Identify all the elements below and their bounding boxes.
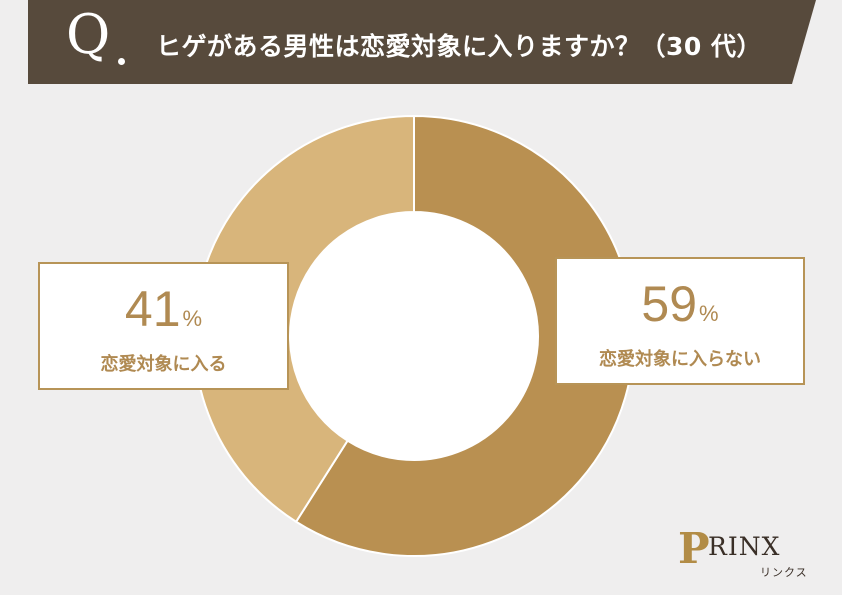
value-label-not-included: 59%	[557, 279, 803, 329]
q-letter: Q	[66, 3, 111, 66]
rinx-logo: P RINX リンクス	[678, 526, 818, 582]
q-dot	[118, 58, 125, 65]
category-label-included: 恋愛対象に入る	[100, 354, 227, 375]
question-banner	[28, 0, 816, 84]
value-unit-not-included: %	[699, 301, 719, 326]
value-label-included: 41%	[40, 284, 287, 334]
logo-mark: P	[678, 524, 710, 573]
category-label-not-included: 恋愛対象に入らない	[599, 349, 761, 370]
value-unit-included: %	[182, 306, 203, 331]
logo-sub: リンクス	[760, 566, 808, 579]
value-number-not-included: 59	[641, 276, 698, 332]
value-number-included: 41	[124, 281, 181, 337]
logo-name: RINX	[708, 532, 781, 561]
question-title: ヒゲがある男性は恋愛対象に入りますか？（30 代）	[156, 32, 762, 61]
callout-included: 41% 恋愛対象に入る	[38, 262, 289, 390]
callout-not-included: 59% 恋愛対象に入らない	[555, 257, 805, 385]
donut-hole	[290, 212, 538, 460]
